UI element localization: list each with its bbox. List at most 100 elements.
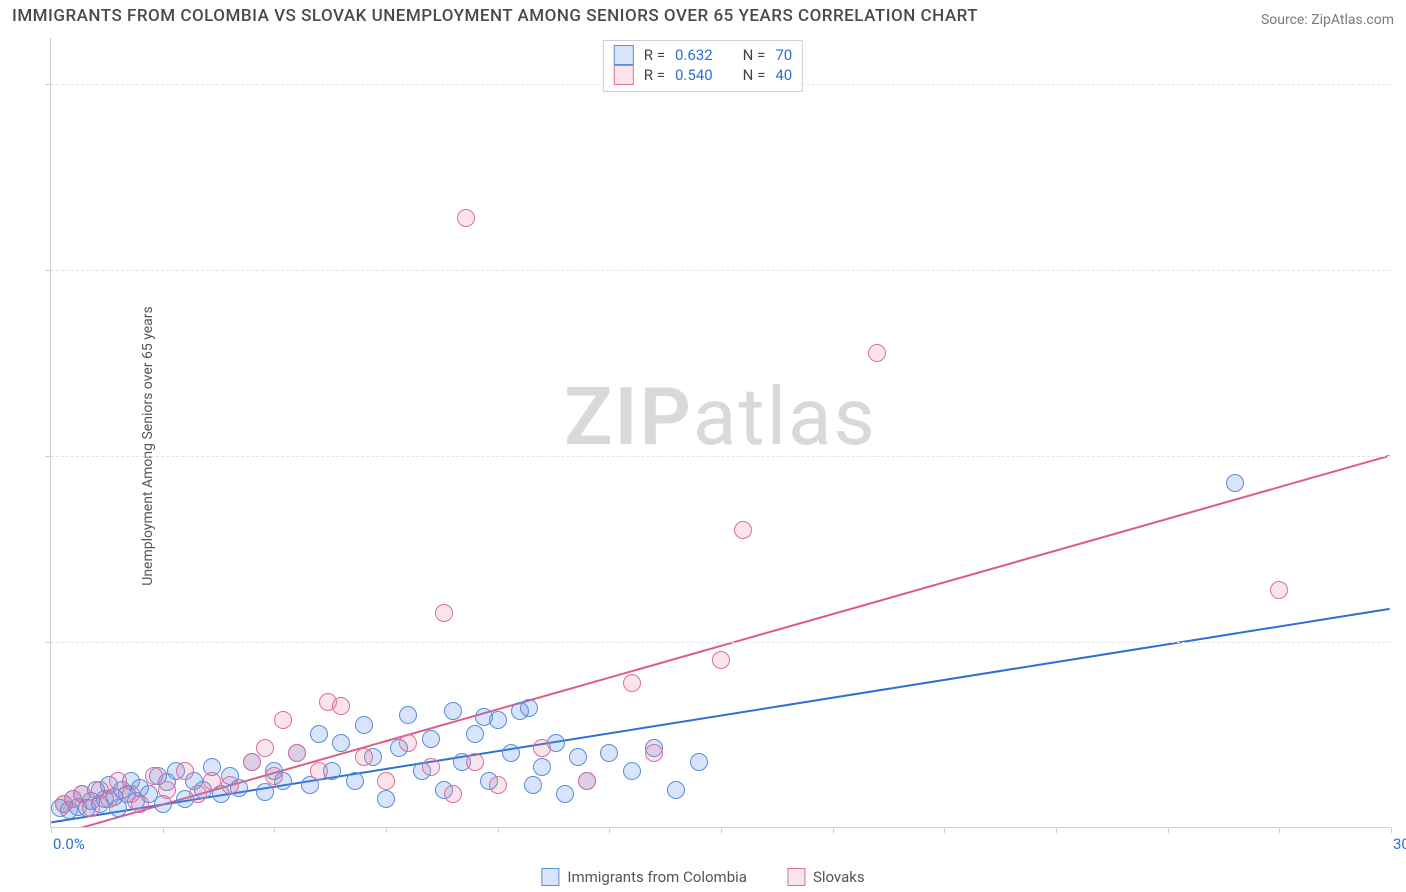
data-point [578,772,596,790]
data-point [131,795,149,813]
x-tick [386,827,387,833]
data-point [1270,581,1288,599]
stat-n-label-2: N = [743,66,766,84]
data-point [310,725,328,743]
x-tick [721,827,722,833]
legend-bottom: Immigrants from Colombia Slovaks [541,868,864,886]
data-point [109,772,127,790]
data-point [520,699,538,717]
data-point [623,762,641,780]
data-point [422,758,440,776]
stats-row-series1: R = 0.632 N = 70 [614,45,792,65]
data-point [256,739,274,757]
x-tick [1391,827,1392,833]
data-point [274,711,292,729]
y-tick [45,270,51,271]
data-point [868,344,886,362]
data-point [346,772,364,790]
swatch-series1 [614,45,634,65]
swatch-series2 [614,65,634,85]
x-tick-label: 30.0% [1393,835,1406,853]
x-tick [163,827,164,833]
watermark-zip: ZIP [564,370,693,464]
legend-label-series1: Immigrants from Colombia [567,868,747,886]
data-point [569,748,587,766]
data-point [145,767,163,785]
data-point [524,776,542,794]
legend-swatch-series1 [541,868,559,886]
x-tick [609,827,610,833]
y-tick [45,84,51,85]
x-tick [833,827,834,833]
data-point [444,702,462,720]
stat-n-label-1: N = [743,46,766,64]
data-point [444,785,462,803]
data-point [475,708,493,726]
data-point [203,772,221,790]
grid-line [51,456,1390,457]
data-point [690,753,708,771]
data-point [243,753,261,771]
stat-n-value-1: 70 [775,46,792,64]
stats-legend-box: R = 0.632 N = 70 R = 0.540 N = 40 [603,40,803,92]
trend-lines-svg [51,38,1390,827]
data-point [466,753,484,771]
data-point [82,799,100,817]
legend-swatch-series2 [787,868,805,886]
data-point [319,693,337,711]
x-tick [1168,827,1169,833]
data-point [1226,474,1244,492]
legend-label-series2: Slovaks [813,868,865,886]
x-tick [1056,827,1057,833]
data-point [377,790,395,808]
data-point [435,604,453,622]
data-point [457,209,475,227]
data-point [399,706,417,724]
data-point [100,790,118,808]
data-point [712,651,730,669]
stat-r-value-2: 0.540 [675,66,713,84]
trend-line [51,609,1389,822]
data-point [256,783,274,801]
data-point [623,674,641,692]
stat-n-value-2: 40 [775,66,792,84]
data-point [265,767,283,785]
legend-item-series1: Immigrants from Colombia [541,868,747,886]
data-point [332,734,350,752]
data-point [399,734,417,752]
y-tick [45,642,51,643]
data-point [556,785,574,803]
data-point [310,762,328,780]
data-point [355,748,373,766]
source-attribution: Source: ZipAtlas.com [1261,12,1394,28]
x-tick [51,827,52,833]
data-point [533,739,551,757]
data-point [600,744,618,762]
grid-line [51,642,1390,643]
y-tick [45,456,51,457]
data-point [734,521,752,539]
legend-item-series2: Slovaks [787,868,865,886]
x-tick-label: 0.0% [53,835,85,853]
x-tick [1279,827,1280,833]
data-point [176,762,194,780]
data-point [377,772,395,790]
stats-row-series2: R = 0.540 N = 40 [614,65,792,85]
data-point [489,776,507,794]
data-point [189,785,207,803]
plot-area: ZIPatlas 20.0%40.0%60.0%80.0%0.0%30.0% [50,38,1390,828]
data-point [533,758,551,776]
data-point [466,725,484,743]
grid-line [51,270,1390,271]
data-point [422,730,440,748]
data-point [502,744,520,762]
data-point [645,744,663,762]
x-tick [274,827,275,833]
stat-r-label-1: R = [644,46,665,64]
source-value: ZipAtlas.com [1311,12,1394,28]
stat-r-label-2: R = [644,66,665,84]
x-tick [944,827,945,833]
data-point [158,781,176,799]
source-label: Source: [1261,12,1311,28]
data-point [288,744,306,762]
